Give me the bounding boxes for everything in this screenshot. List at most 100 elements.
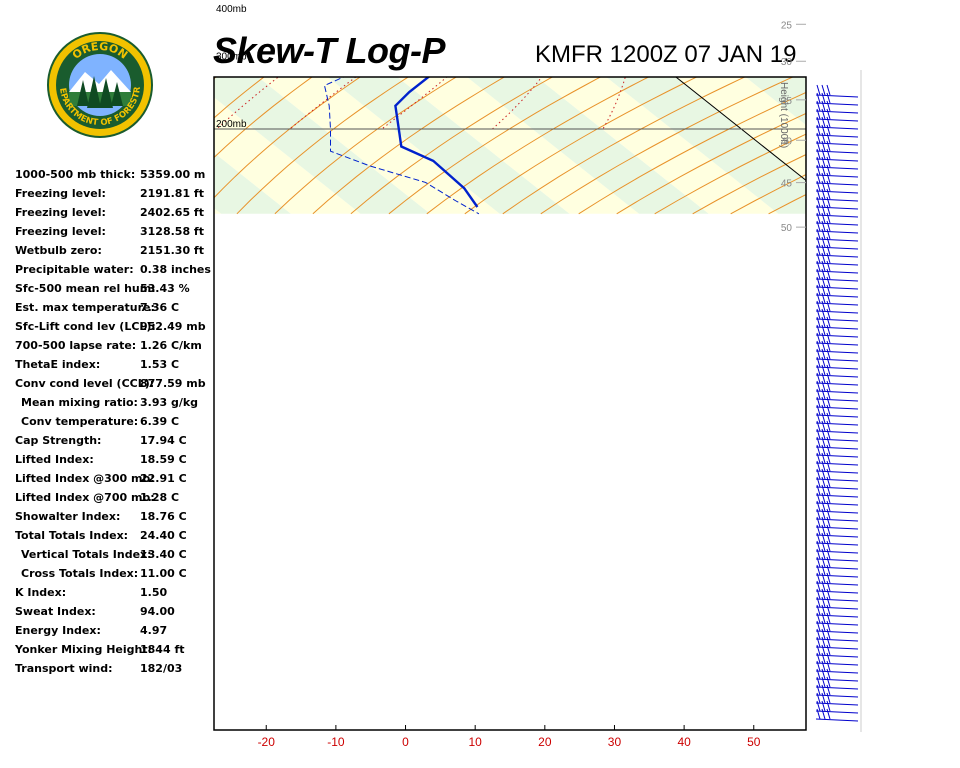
wind-barb — [815, 676, 859, 690]
barb-feather — [816, 228, 821, 240]
barb-feather — [821, 452, 826, 464]
index-label: Total Totals Index: — [15, 529, 129, 542]
oregon-department-of-forestry-logo: OREGON DEPARTMENT OF FORESTRY — [47, 32, 153, 138]
mixing-ratio-line — [426, 0, 571, 62]
barb-feather — [821, 188, 826, 200]
barb-feather — [821, 636, 826, 648]
barb-feather — [826, 636, 831, 648]
barb-feather — [821, 380, 826, 392]
barb-feather — [821, 620, 826, 632]
barb-feather — [826, 148, 831, 160]
barb-feather — [821, 500, 826, 512]
index-value: 182/03 — [140, 662, 183, 675]
mixing-ratio-label: 2 — [493, 49, 505, 62]
barb-feather — [821, 532, 826, 544]
height-axis-label: Height (1000ft) — [778, 82, 789, 148]
index-label: ThetaE index: — [15, 358, 101, 371]
barb-feather — [826, 228, 831, 240]
barb-feather — [826, 620, 831, 632]
barb-feather — [816, 508, 821, 520]
barb-feather — [821, 412, 826, 424]
barb-feather — [821, 564, 826, 576]
barb-feather — [816, 372, 821, 384]
barb-feather — [816, 284, 821, 296]
height-tick-label: 50 — [781, 223, 793, 234]
barb-feather — [816, 580, 821, 592]
barb-feather — [821, 204, 826, 216]
plot-frame — [213, 76, 807, 731]
index-label: Vertical Totals Index: — [21, 548, 152, 561]
index-label: Conv temperature: — [21, 415, 139, 428]
barb-feather — [826, 100, 831, 112]
index-label: Mean mixing ratio: — [21, 396, 138, 409]
barb-feather — [816, 252, 821, 264]
barb-feather — [821, 140, 826, 152]
barb-feather — [826, 252, 831, 264]
barb-feather — [826, 116, 831, 128]
index-value: 22.91 C — [140, 472, 187, 485]
barb-feather — [821, 372, 826, 384]
barb-feather — [821, 300, 826, 312]
barb-feather — [821, 132, 826, 144]
barb-feather — [821, 260, 826, 272]
height-tick-label: 25 — [781, 20, 793, 31]
barb-feather — [821, 396, 826, 408]
temperature-band — [258, 77, 500, 214]
mixing-ratio-label: 3 — [525, 49, 537, 62]
dry-adiabat — [921, 0, 960, 214]
barb-feather — [816, 556, 821, 568]
barb-feather — [821, 388, 826, 400]
barb-feather — [821, 292, 826, 304]
barb-feather — [816, 516, 821, 528]
index-value: 24.40 C — [140, 529, 187, 542]
zero-isotherm — [675, 77, 806, 182]
temperature-band — [745, 77, 806, 126]
barb-feather — [826, 596, 831, 608]
logo-tree-2 — [87, 76, 101, 108]
temperature-trace — [394, 77, 479, 208]
mixing-ratio-line — [340, 0, 496, 62]
barb-feather — [821, 244, 826, 256]
index-label: Showalter Index: — [15, 510, 121, 523]
temperature-band — [327, 77, 570, 214]
barb-feather — [816, 668, 821, 680]
index-label: K Index: — [15, 586, 67, 599]
barb-feather — [821, 572, 826, 584]
index-value: 4.97 — [140, 624, 168, 637]
barb-feather — [816, 348, 821, 360]
barb-feather — [816, 636, 821, 648]
barb-feather — [826, 188, 831, 200]
barb-feather — [816, 420, 821, 432]
parcel-trace — [456, 0, 597, 14]
barb-staff — [815, 718, 859, 722]
height-tick-label: 35 — [781, 96, 793, 107]
wind-barbs — [815, 84, 859, 722]
barb-feather — [826, 524, 831, 536]
chart-title: Skew-T Log-P — [213, 30, 446, 71]
barb-feather — [826, 428, 831, 440]
index-value: 2151.30 ft — [140, 244, 204, 257]
barb-feather — [826, 172, 831, 184]
index-label: Transport wind: — [15, 662, 113, 675]
barb-feather — [821, 588, 826, 600]
isobar-label: 200mb — [216, 119, 247, 130]
index-value: 6.39 C — [140, 415, 180, 428]
barb-feather — [816, 676, 821, 688]
index-value: 18.59 C — [140, 453, 187, 466]
barb-feather — [821, 164, 826, 176]
barb-feather — [826, 316, 831, 328]
barb-feather — [826, 324, 831, 336]
barb-feather — [821, 468, 826, 480]
barb-feather — [826, 92, 831, 104]
index-label: Freezing level: — [15, 206, 106, 219]
index-value: 2402.65 ft — [140, 206, 204, 219]
barb-feather — [816, 404, 821, 416]
barb-feather — [826, 492, 831, 504]
barb-feather — [826, 708, 831, 720]
barb-feather — [821, 596, 826, 608]
index-value: 3.93 g/kg — [140, 396, 199, 409]
barb-feather — [816, 316, 821, 328]
barb-feather — [821, 84, 826, 96]
height-tick-label: 45 — [781, 179, 793, 190]
barb-feather — [816, 660, 821, 672]
